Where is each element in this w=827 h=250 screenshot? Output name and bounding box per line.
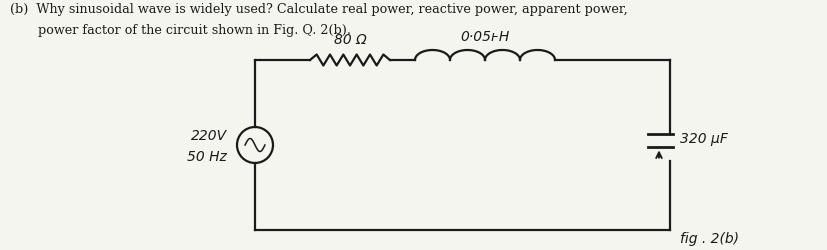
Text: (b)  Why sinusoidal wave is widely used? Calculate real power, reactive power, a: (b) Why sinusoidal wave is widely used? … [10,3,628,16]
Text: 50 Hz: 50 Hz [187,150,227,163]
Text: power factor of the circuit shown in Fig. Q. 2(b).: power factor of the circuit shown in Fig… [10,24,351,37]
Text: fig . 2(b): fig . 2(b) [680,231,739,245]
Text: 80 Ω: 80 Ω [333,33,366,47]
Text: 220V: 220V [191,128,227,142]
Text: 0·05ͱH: 0·05ͱH [461,30,509,44]
Text: 320 μF: 320 μF [680,132,728,145]
